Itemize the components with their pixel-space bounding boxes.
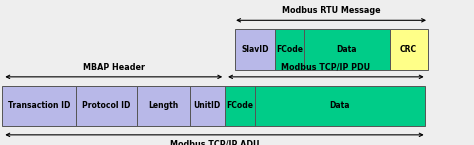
Bar <box>304 29 390 70</box>
Text: Length: Length <box>148 101 179 110</box>
Text: CRC: CRC <box>400 45 417 54</box>
Text: Modbus RTU Message: Modbus RTU Message <box>282 6 381 15</box>
Text: Modbus TCP/IP ADU: Modbus TCP/IP ADU <box>170 140 259 145</box>
Text: Transaction ID: Transaction ID <box>8 101 70 110</box>
Text: Modbus TCP/IP PDU: Modbus TCP/IP PDU <box>281 63 371 72</box>
Text: Protocol ID: Protocol ID <box>82 101 131 110</box>
Bar <box>190 86 225 126</box>
Bar <box>390 29 428 70</box>
Bar <box>225 86 255 126</box>
Text: Data: Data <box>329 101 350 110</box>
Text: UnitID: UnitID <box>194 101 221 110</box>
Text: FCode: FCode <box>276 45 303 54</box>
Bar <box>255 86 425 126</box>
Text: FCode: FCode <box>227 101 253 110</box>
Bar <box>2 86 76 126</box>
Bar <box>235 29 275 70</box>
Bar <box>137 86 190 126</box>
Bar <box>76 86 137 126</box>
Text: MBAP Header: MBAP Header <box>83 63 145 72</box>
Text: SlavID: SlavID <box>241 45 269 54</box>
Text: Data: Data <box>337 45 357 54</box>
Bar <box>275 29 304 70</box>
